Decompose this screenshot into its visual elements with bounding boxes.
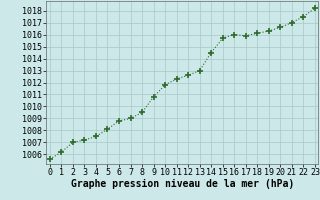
X-axis label: Graphe pression niveau de la mer (hPa): Graphe pression niveau de la mer (hPa) <box>71 179 294 189</box>
